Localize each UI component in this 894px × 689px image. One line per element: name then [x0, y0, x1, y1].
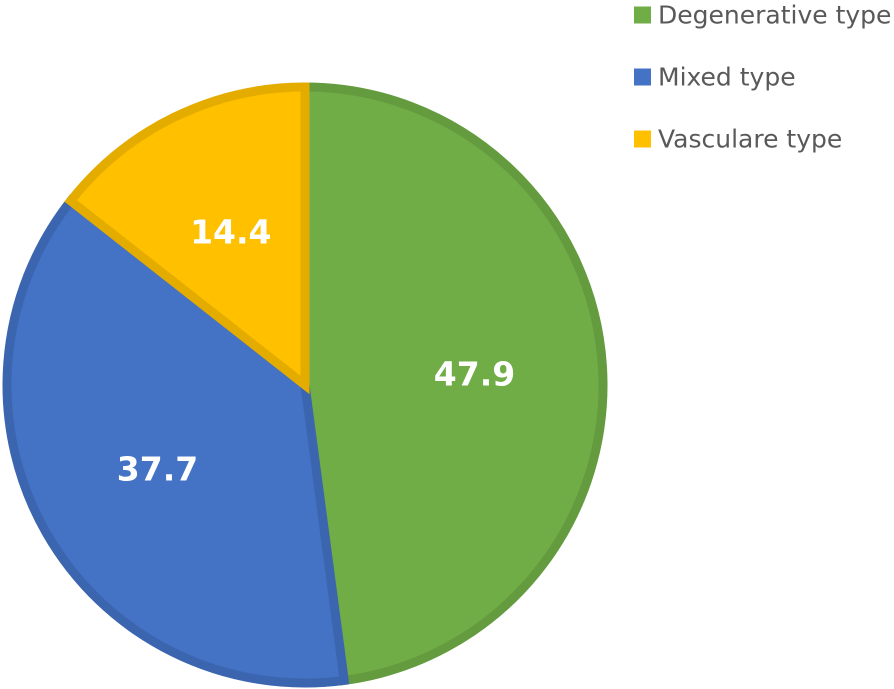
data-label-mixed-type: 37.7 — [117, 450, 198, 489]
pie-slices — [2, 82, 608, 688]
legend: Degenerative type Mixed type Vasculare typ… — [634, 1, 891, 154]
legend-swatch-mixed-type — [634, 68, 651, 86]
legend-label-degenerative-type: Degenerative type — [658, 1, 891, 30]
legend-label-vasculare-type: Vasculare type — [658, 125, 842, 154]
pie-slice-mixed-type — [2, 194, 350, 688]
legend-swatch-degenerative-type — [634, 6, 651, 24]
pie-data-labels: 47.9 37.7 14.4 — [117, 213, 515, 489]
legend-swatch-vasculare-type — [634, 130, 651, 148]
legend-label-mixed-type: Mixed type — [658, 63, 796, 92]
pie-slice-degenerative-type — [300, 82, 608, 686]
data-label-degenerative-type: 47.9 — [434, 354, 515, 393]
pie-slice-vasculare-type — [64, 82, 310, 395]
data-label-vasculare-type: 14.4 — [190, 213, 271, 252]
